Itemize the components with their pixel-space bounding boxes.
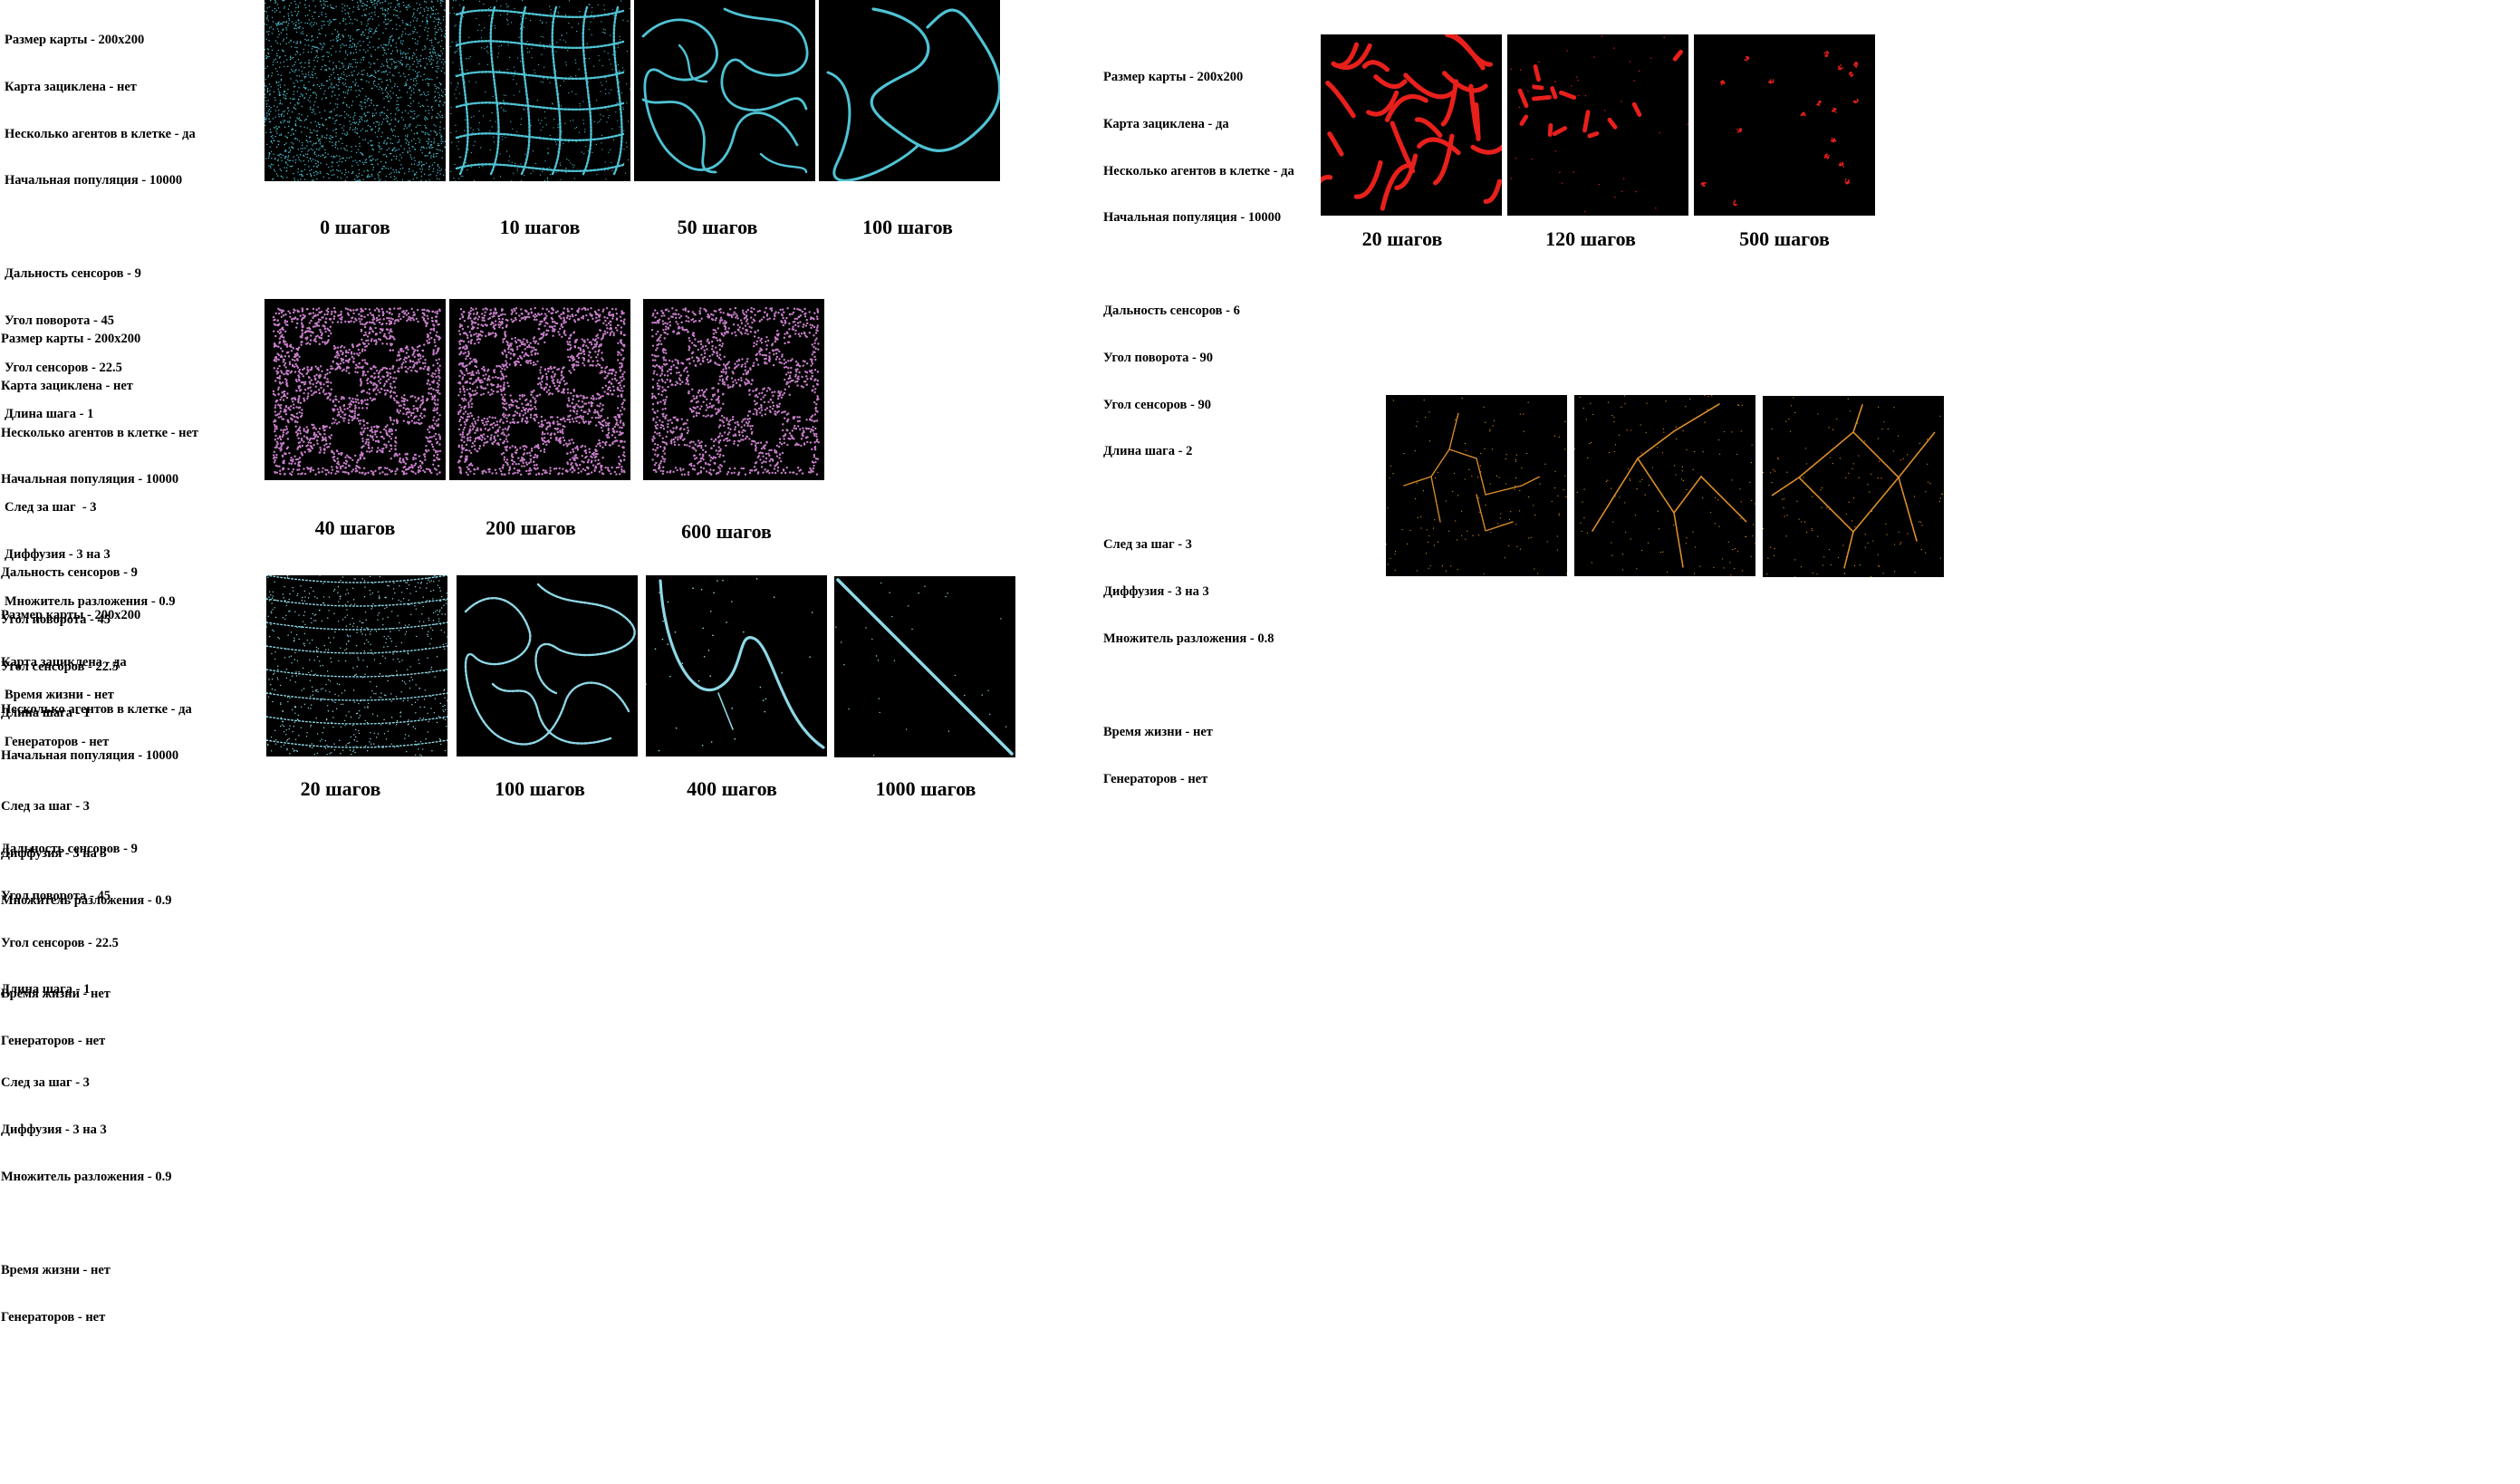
param-line: Множитель разложения - 0.9 xyxy=(1,892,172,908)
parameters-exp1: Размер карты - 200x200 Карта зациклена -… xyxy=(5,2,196,766)
param-line: Множитель разложения - 0.8 xyxy=(1103,631,1274,646)
param-line xyxy=(5,220,196,236)
param-line: Генераторов - нет xyxy=(1,1033,106,1048)
simulation-image xyxy=(834,576,1015,757)
step-caption: 1000 шагов xyxy=(875,777,976,800)
param-line xyxy=(1,1216,192,1231)
param-line: Несколько агентов в клетке - да xyxy=(1103,163,1294,178)
step-caption: 100 шагов xyxy=(862,216,953,238)
param-line: След за шаг - 3 xyxy=(1103,537,1192,553)
parameters-exp3: Размер карты - 200x200 Карта зациклена -… xyxy=(1,577,192,1341)
parameters-exp2: Размер карты - 200x200 Карта зациклена -… xyxy=(1,301,198,1065)
param-line: Угол сенсоров - 22.5 xyxy=(1,659,119,674)
param-line: Размер карты - 200x200 xyxy=(5,33,145,48)
param-line: Дальность сенсоров - 9 xyxy=(1,842,138,857)
step-caption: 100 шагов xyxy=(495,777,585,800)
simulation-image xyxy=(1507,34,1688,216)
param-line: Угол сенсоров - 22.5 xyxy=(5,360,122,375)
param-line: Карта зациклена - да xyxy=(1,655,127,670)
simulation-image xyxy=(1386,395,1567,576)
param-line: Дальность сенсоров - 6 xyxy=(1103,304,1240,319)
param-line: Начальная популяция - 10000 xyxy=(1,748,179,764)
param-line: Длина шага - 2 xyxy=(1103,444,1193,459)
param-line xyxy=(1,519,198,535)
step-caption: 500 шагов xyxy=(1739,227,1830,250)
param-line: Начальная популяция - 10000 xyxy=(1,472,179,487)
param-line: Начальная популяция - 10000 xyxy=(5,173,183,188)
simulation-image xyxy=(457,575,638,756)
param-line xyxy=(1103,678,1294,693)
param-line: Угол сенсоров - 90 xyxy=(1103,397,1211,412)
simulation-image xyxy=(449,0,630,181)
param-line: Длина шага - 1 xyxy=(5,407,94,422)
param-line: Несколько агентов в клетке - да xyxy=(5,126,196,141)
simulation-image xyxy=(266,575,447,756)
param-line: Угол поворота - 45 xyxy=(1,889,111,904)
param-line xyxy=(1,795,192,811)
step-caption: 600 шагов xyxy=(681,520,772,543)
param-line: Диффузия - 3 на 3 xyxy=(5,547,111,563)
param-line: Карта зациклена - да xyxy=(1103,117,1229,132)
param-line: Размер карты - 200x200 xyxy=(1,332,141,347)
param-line: Диффузия - 3 на 3 xyxy=(1,846,107,862)
param-line: Диффузия - 3 на 3 xyxy=(1103,584,1209,600)
simulation-image xyxy=(1574,395,1755,576)
step-caption: 40 шагов xyxy=(314,516,396,539)
simulation-image xyxy=(634,0,815,181)
param-line: Несколько агентов в клетке - да xyxy=(1,701,192,717)
step-caption: 120 шагов xyxy=(1545,227,1636,250)
simulation-image xyxy=(265,299,446,480)
step-caption: 0 шагов xyxy=(320,216,390,238)
param-line: Угол поворота - 45 xyxy=(1,612,111,628)
param-line: Карта зациклена - нет xyxy=(5,80,137,95)
simulation-image xyxy=(1763,396,1944,577)
param-line: Карта зациклена - нет xyxy=(1,379,133,394)
simulation-image xyxy=(265,0,446,181)
param-line: Генераторов - нет xyxy=(1,1309,106,1325)
param-line: Время жизни - нет xyxy=(5,687,114,702)
param-line: Время жизни - нет xyxy=(1,1262,111,1277)
param-line: Начальная популяция - 10000 xyxy=(1103,210,1282,226)
simulation-image xyxy=(646,575,827,756)
param-line: Генераторов - нет xyxy=(1103,771,1208,786)
param-line xyxy=(1,1029,192,1045)
step-caption: 200 шагов xyxy=(486,516,576,539)
simulation-image xyxy=(1694,34,1875,216)
step-caption: 10 шагов xyxy=(499,216,581,238)
param-line: Диффузия - 3 на 3 xyxy=(1,1123,107,1138)
param-line: Угол поворота - 45 xyxy=(5,313,114,329)
param-line: Время жизни - нет xyxy=(1103,724,1213,739)
param-line: След за шаг - 3 xyxy=(5,500,97,516)
param-line xyxy=(1103,257,1294,273)
parameters-exp4: Размер карты - 200x200 Карта зациклена -… xyxy=(1103,39,1294,803)
param-line: Длина шага - 1 xyxy=(1,706,91,721)
param-line: Множитель разложения - 0.9 xyxy=(1,1169,172,1184)
simulation-image xyxy=(1321,34,1502,216)
param-line: Дальность сенсоров - 9 xyxy=(1,565,138,581)
param-line: Размер карты - 200x200 xyxy=(1103,70,1244,85)
simulation-image xyxy=(449,299,630,480)
param-line: Время жизни - нет xyxy=(1,986,111,1001)
param-line: Множитель разложения - 0.9 xyxy=(5,593,176,609)
param-line: Длина шага - 1 xyxy=(1,982,91,997)
param-line: След за шаг - 3 xyxy=(1,1075,90,1091)
param-line: Угол сенсоров - 22.5 xyxy=(1,935,119,950)
simulation-image xyxy=(643,299,824,480)
simulation-image xyxy=(819,0,1000,181)
param-line: След за шаг - 3 xyxy=(1,799,90,814)
param-line: Размер карты - 200x200 xyxy=(1,608,141,623)
param-line: Дальность сенсоров - 9 xyxy=(5,266,141,282)
param-line: Угол поворота - 90 xyxy=(1103,351,1213,366)
param-line xyxy=(1103,491,1294,506)
step-caption: 20 шагов xyxy=(300,777,381,800)
step-caption: 50 шагов xyxy=(677,216,758,238)
step-caption: 400 шагов xyxy=(687,777,777,800)
param-line: Несколько агентов в клетке - нет xyxy=(1,425,199,440)
param-line: Генераторов - нет xyxy=(5,734,110,749)
step-caption: 20 шагов xyxy=(1361,227,1443,250)
